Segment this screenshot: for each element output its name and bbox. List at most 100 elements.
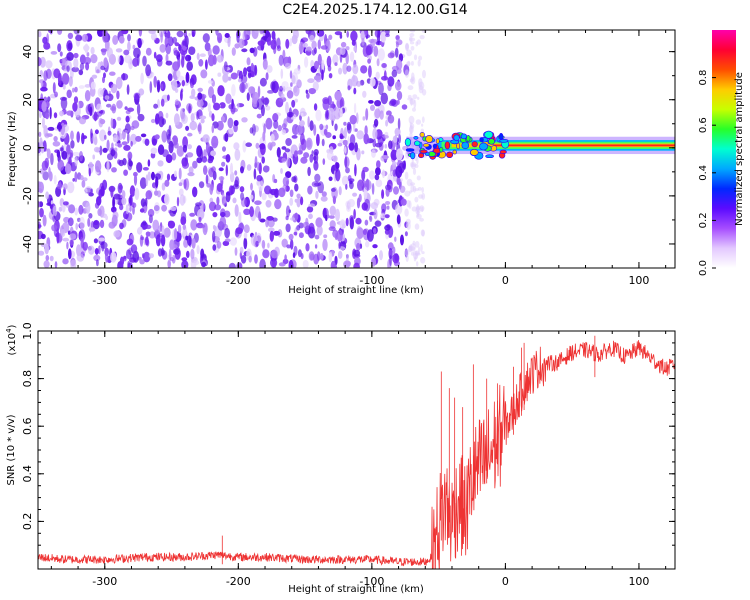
signal-onset-blob <box>425 135 434 144</box>
spectrogram-noise-blob <box>53 174 57 185</box>
spectrogram-noise-blob <box>200 118 205 124</box>
spectrogram-noise-blob <box>42 214 47 227</box>
spectrogram-noise-blob <box>74 156 78 167</box>
spectrogram-noise-blob <box>362 116 366 121</box>
y-tick-label: 40 <box>21 45 34 59</box>
spectrogram-noise-blob <box>38 250 45 256</box>
spectrogram-noise-blob <box>153 75 157 88</box>
spectrogram-noise-blob <box>265 117 273 130</box>
spectrogram-noise-blob <box>69 239 74 246</box>
spectrogram-noise-blob <box>140 72 144 85</box>
spectrogram-noise-blob <box>76 131 80 143</box>
spectrogram-noise-blob <box>74 171 78 183</box>
spectrogram-noise-blob <box>298 41 304 54</box>
spectrogram-noise-blob <box>110 149 116 157</box>
spectrogram-noise-blob <box>121 30 129 35</box>
spectrogram-noise-blob <box>370 104 375 111</box>
spectrogram-noise-blob <box>100 241 108 249</box>
spectrogram-noise-blob <box>398 133 401 144</box>
spectrogram-noise-blob <box>349 114 357 125</box>
spectrogram-noise-blob <box>88 227 96 232</box>
spectrogram-noise-blob <box>66 65 70 72</box>
spectrogram-noise-blob <box>121 197 127 206</box>
spectrogram-noise-blob <box>334 90 342 102</box>
spectrogram-noise-blob <box>188 46 196 55</box>
spectrogram-noise-blob <box>306 46 312 52</box>
spectrogram-noise-blob <box>54 261 58 268</box>
spectrogram-noise-blob <box>262 58 268 70</box>
spectrogram-noise-blob <box>51 224 58 232</box>
spectrogram-noise-blob <box>165 43 171 55</box>
spectrogram-noise-blob <box>281 157 287 163</box>
spectrogram-noise-blob <box>265 72 269 81</box>
spectrogram-noise-blob <box>91 74 98 79</box>
spectrogram-noise-blob <box>381 63 387 68</box>
signal-onset-blob <box>419 132 425 138</box>
spectrogram-noise-blob <box>345 52 349 65</box>
spectrogram-noise-blob <box>326 55 332 68</box>
spectrogram-noise-blob <box>286 111 294 118</box>
spectrogram-noise-blob <box>191 238 196 249</box>
spectrogram-noise-blob <box>94 160 102 173</box>
spectrogram-noise-blob <box>72 151 80 157</box>
spectrogram-noise-blob <box>368 65 372 78</box>
spectrogram-noise-blob <box>309 120 314 131</box>
spectrogram-noise-blob <box>387 114 395 124</box>
spectrogram-noise-blob <box>127 158 133 171</box>
spectrogram-noise-blob <box>308 251 315 261</box>
spectrogram-noise-blob <box>409 37 416 42</box>
x-tick-label: 0 <box>502 575 509 588</box>
spectrogram-noise-blob <box>321 69 324 81</box>
spectrogram-noise-blob <box>414 252 421 256</box>
spectrogram-noise-blob <box>211 124 215 134</box>
signal-onset-blob <box>471 141 478 148</box>
spectrogram-noise-blob <box>388 140 393 150</box>
spectrogram-noise-blob <box>48 166 51 178</box>
spectrogram-noise-blob <box>52 82 56 94</box>
spectrogram-noise-blob <box>328 73 333 79</box>
snr-series-line <box>38 335 675 569</box>
signal-onset-blob <box>466 135 471 142</box>
spectrogram-noise-blob <box>171 152 177 161</box>
spectrogram-noise-blob <box>270 258 278 268</box>
spectrogram-noise-blob <box>127 132 130 144</box>
spectrogram-noise-blob <box>401 160 406 169</box>
spectrogram-noise-blob <box>182 224 186 231</box>
spectrogram-noise-blob <box>237 102 240 109</box>
spectrogram-noise-blob <box>126 84 130 95</box>
spectrogram-noise-blob <box>74 86 78 93</box>
spectrogram-noise-blob <box>136 103 141 116</box>
spectrogram-noise-blob <box>379 110 384 120</box>
spectrogram-noise-blob <box>76 244 82 257</box>
spectrogram-noise-blob <box>200 69 208 79</box>
spectrogram-noise-blob <box>294 98 299 103</box>
spectrogram-noise-blob <box>281 238 288 248</box>
spectrogram-noise-blob <box>153 51 157 59</box>
spectrogram-noise-blob <box>160 234 166 247</box>
spectrogram-noise-blob <box>305 137 313 150</box>
spectrogram-noise-blob <box>421 192 426 200</box>
spectrogram-noise-blob <box>139 259 145 265</box>
spectrogram-noise-blob <box>369 215 372 221</box>
spectrogram-noise-blob <box>358 193 362 203</box>
spectrogram-noise-blob <box>41 101 47 112</box>
spectrogram-noise-blob <box>353 102 357 114</box>
spectrogram-noise-blob <box>116 90 120 100</box>
spectrogram-noise-blob <box>96 103 102 112</box>
spectrogram-noise-blob <box>52 141 61 147</box>
spectrogram-noise-blob <box>118 184 124 190</box>
spectrogram-noise-blob <box>149 81 153 94</box>
spectrogram-noise-blob <box>273 178 278 184</box>
signal-onset-blob <box>432 143 438 149</box>
spectrogram-noise-blob <box>109 71 116 76</box>
spectrogram-noise-blob <box>217 72 222 77</box>
spectrogram-noise-blob <box>127 262 133 268</box>
spectrogram-noise-blob <box>179 194 186 206</box>
spectrogram-noise-blob <box>409 244 413 252</box>
spectrogram-noise-blob <box>293 231 298 236</box>
spectrogram-noise-blob <box>420 128 424 133</box>
spectrogram-noise-blob <box>60 96 68 101</box>
spectrogram-noise-blob <box>56 231 60 244</box>
spectrogram-noise-blob <box>70 130 74 141</box>
spectrogram-noise-blob <box>73 52 79 59</box>
